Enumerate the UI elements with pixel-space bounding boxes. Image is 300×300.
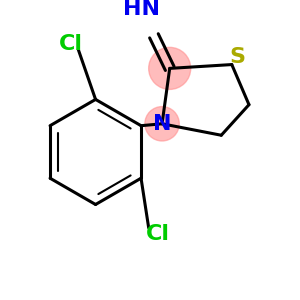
Text: N: N (153, 114, 171, 134)
Text: Cl: Cl (146, 224, 170, 244)
Circle shape (145, 106, 179, 141)
Text: Cl: Cl (59, 34, 83, 54)
Text: S: S (230, 47, 245, 67)
Circle shape (149, 47, 191, 89)
Text: HN: HN (123, 0, 160, 19)
